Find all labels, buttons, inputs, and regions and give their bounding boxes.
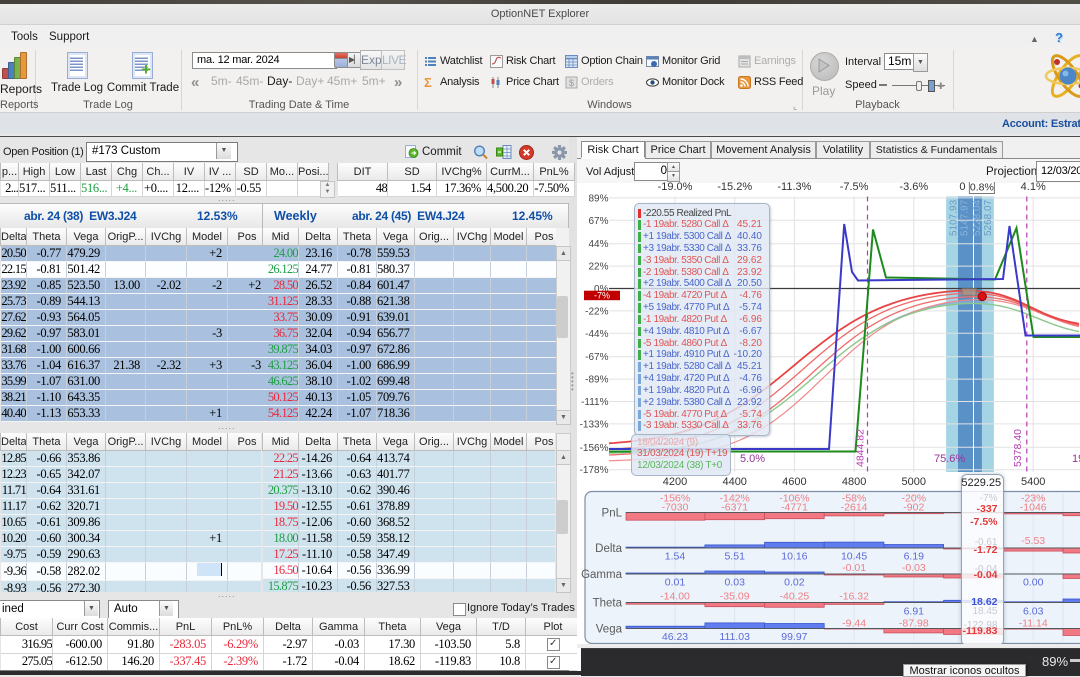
svg-text:19: 19	[1072, 453, 1080, 465]
svg-text:5400: 5400	[1021, 476, 1045, 488]
svg-text:-0.03: -0.03	[902, 562, 926, 574]
svg-text:4600: 4600	[782, 476, 806, 488]
svg-text:5107.93: 5107.93	[949, 199, 960, 236]
svg-text:0.01: 0.01	[665, 577, 686, 589]
svg-text:-11.14: -11.14	[1019, 618, 1048, 630]
svg-text:-111%: -111%	[581, 397, 609, 408]
svg-text:-902: -902	[903, 502, 924, 514]
svg-text:44%: 44%	[588, 239, 608, 250]
svg-text:1.54: 1.54	[665, 551, 686, 563]
svg-text:46.23: 46.23	[662, 631, 688, 643]
svg-text:99.97: 99.97	[781, 631, 807, 643]
svg-text:4.1%: 4.1%	[1021, 182, 1046, 193]
svg-text:-178%: -178%	[580, 465, 609, 476]
svg-text:-35.09: -35.09	[720, 591, 750, 603]
svg-text:5147.97: 5147.97	[960, 199, 971, 236]
svg-text:-4771: -4771	[781, 502, 808, 514]
svg-text:-5.53: -5.53	[1021, 535, 1045, 547]
svg-text:10.16: 10.16	[781, 551, 807, 563]
svg-text:111.03: 111.03	[719, 631, 750, 643]
svg-text:4800: 4800	[842, 476, 866, 488]
svg-text:-16.32: -16.32	[839, 591, 869, 603]
svg-text:Delta: Delta	[595, 543, 622, 555]
svg-text:$: $	[569, 78, 574, 88]
svg-text:-156%: -156%	[580, 443, 609, 454]
svg-text:-14.00: -14.00	[660, 591, 690, 603]
svg-text:-44%: -44%	[585, 329, 608, 340]
svg-text:-6371: -6371	[721, 502, 748, 514]
svg-text:6.19: 6.19	[904, 551, 925, 563]
svg-text:-40.25: -40.25	[780, 591, 810, 603]
svg-text:4844.82: 4844.82	[855, 429, 867, 467]
svg-text:-2614: -2614	[841, 502, 868, 514]
svg-text:0.02: 0.02	[784, 577, 805, 589]
svg-text:-1046: -1046	[1020, 502, 1047, 514]
svg-text:4400: 4400	[722, 476, 746, 488]
svg-text:4200: 4200	[663, 476, 687, 488]
svg-text:-11.3%: -11.3%	[777, 182, 811, 193]
svg-text:-15.2%: -15.2%	[717, 182, 752, 193]
svg-text:0.03: 0.03	[724, 577, 745, 589]
svg-text:5.51: 5.51	[724, 551, 745, 563]
svg-text:5228.04: 5228.04	[972, 199, 983, 236]
svg-text:-3.6%: -3.6%	[899, 182, 928, 193]
svg-text:-19.0%: -19.0%	[658, 182, 693, 193]
svg-text:6.03: 6.03	[1023, 606, 1044, 618]
svg-text:0: 0	[959, 182, 965, 193]
svg-text:-89%: -89%	[585, 375, 608, 386]
svg-text:5378.40: 5378.40	[1012, 429, 1024, 467]
svg-text:22%: 22%	[588, 262, 608, 273]
svg-text:Vega: Vega	[596, 624, 623, 636]
svg-text:-7.5%: -7.5%	[840, 182, 869, 193]
svg-text:5000: 5000	[902, 476, 926, 488]
svg-text:-22%: -22%	[585, 306, 608, 317]
svg-text:-7%: -7%	[594, 291, 610, 301]
svg-text:10.45: 10.45	[841, 551, 867, 563]
svg-text:67%: 67%	[588, 216, 608, 227]
svg-text:0.8%: 0.8%	[970, 182, 994, 194]
svg-text:-87.98: -87.98	[899, 618, 929, 630]
svg-text:PnL: PnL	[602, 508, 623, 520]
svg-text:0.00: 0.00	[1023, 577, 1044, 589]
svg-text:Theta: Theta	[593, 598, 623, 610]
svg-text:5268.07: 5268.07	[983, 199, 994, 236]
svg-text:75.6%: 75.6%	[934, 453, 965, 465]
svg-text:-9.44: -9.44	[842, 618, 866, 630]
svg-text:-133%: -133%	[580, 419, 609, 430]
svg-text:6.91: 6.91	[904, 606, 925, 618]
svg-text:-67%: -67%	[585, 352, 608, 363]
svg-text:-7030: -7030	[662, 502, 689, 514]
svg-text:89%: 89%	[588, 193, 608, 204]
svg-text:-0.01: -0.01	[842, 562, 866, 574]
svg-text:Gamma: Gamma	[581, 569, 623, 581]
